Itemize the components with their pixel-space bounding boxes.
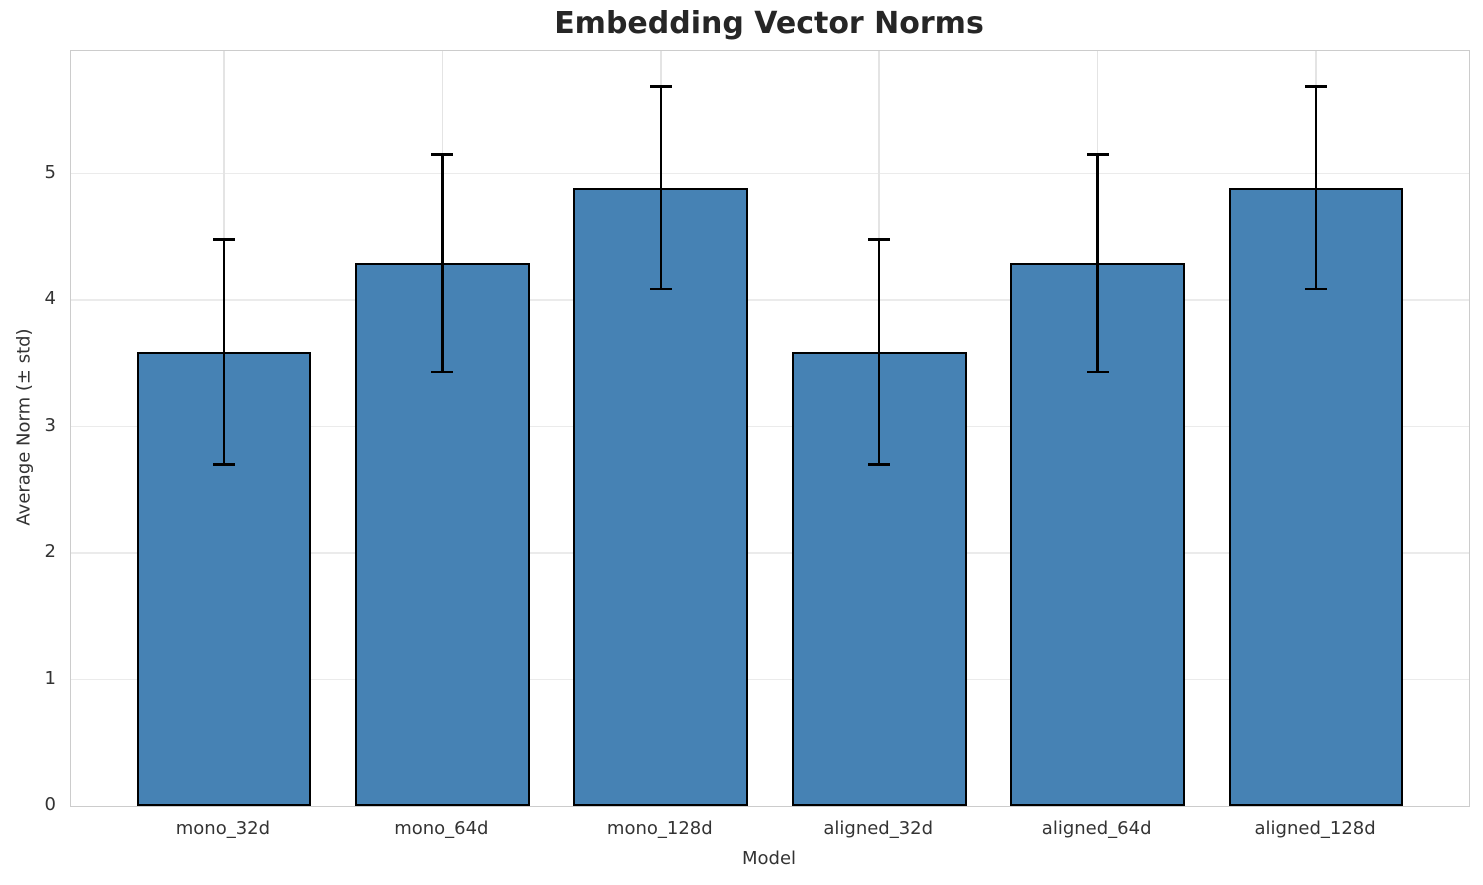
y-tick-label: 3 xyxy=(44,414,56,436)
y-axis-tick-labels: 0 1 2 3 4 5 xyxy=(0,50,70,815)
bar-aligned_128d xyxy=(1228,187,1404,806)
error-cap-top-aligned_32d xyxy=(868,238,891,241)
error-bar-mono_64d xyxy=(441,154,444,373)
y-tick-label: 4 xyxy=(44,288,56,310)
error-cap-bottom-aligned_128d xyxy=(1305,287,1328,290)
error-bar-aligned_128d xyxy=(1314,86,1318,289)
y-gridline xyxy=(71,552,1469,554)
error-cap-bottom-mono_128d xyxy=(649,287,672,290)
x-axis-label: Model xyxy=(741,848,797,869)
x-tick-label-aligned_64d: aligned_64d xyxy=(1041,818,1152,839)
error-bar-mono_32d xyxy=(222,239,226,465)
error-cap-top-mono_128d xyxy=(649,85,672,88)
y-tick-label: 0 xyxy=(44,794,56,815)
bar-aligned_32d xyxy=(791,352,967,806)
error-cap-bottom-mono_64d xyxy=(431,370,454,374)
error-cap-top-mono_64d xyxy=(431,153,454,156)
y-gridline xyxy=(71,172,1469,175)
bar-mono_128d xyxy=(573,187,749,806)
x-tick-label-aligned_32d: aligned_32d xyxy=(823,818,934,839)
y-tick-label: 2 xyxy=(44,541,56,563)
error-cap-bottom-aligned_64d xyxy=(1086,370,1109,374)
x-tick-label-mono_64d: mono_64d xyxy=(394,818,489,839)
error-cap-top-aligned_64d xyxy=(1086,153,1109,156)
error-bar-mono_128d xyxy=(659,86,663,289)
x-tick-label-mono_128d: mono_128d xyxy=(606,818,713,839)
x-tick-label-mono_32d: mono_32d xyxy=(175,818,271,839)
error-cap-top-aligned_128d xyxy=(1305,85,1328,88)
error-bar-aligned_64d xyxy=(1096,154,1099,373)
plot-area xyxy=(70,50,1470,807)
chart-title: Embedding Vector Norms xyxy=(554,6,984,41)
x-axis-tick-labels: mono_32d mono_64d mono_128d aligned_32d alig… xyxy=(70,50,1468,885)
error-cap-top-mono_32d xyxy=(212,238,235,241)
y-gridline xyxy=(71,425,1469,428)
error-bar-aligned_32d xyxy=(877,239,881,465)
y-tick-label: 5 xyxy=(44,161,56,183)
error-cap-bottom-aligned_32d xyxy=(868,463,891,466)
y-tick-label: 1 xyxy=(44,667,56,689)
y-gridline xyxy=(71,299,1469,301)
x-tick-label-aligned_128d: aligned_128d xyxy=(1254,818,1376,839)
error-cap-bottom-mono_32d xyxy=(212,463,235,466)
y-gridline xyxy=(71,678,1469,681)
